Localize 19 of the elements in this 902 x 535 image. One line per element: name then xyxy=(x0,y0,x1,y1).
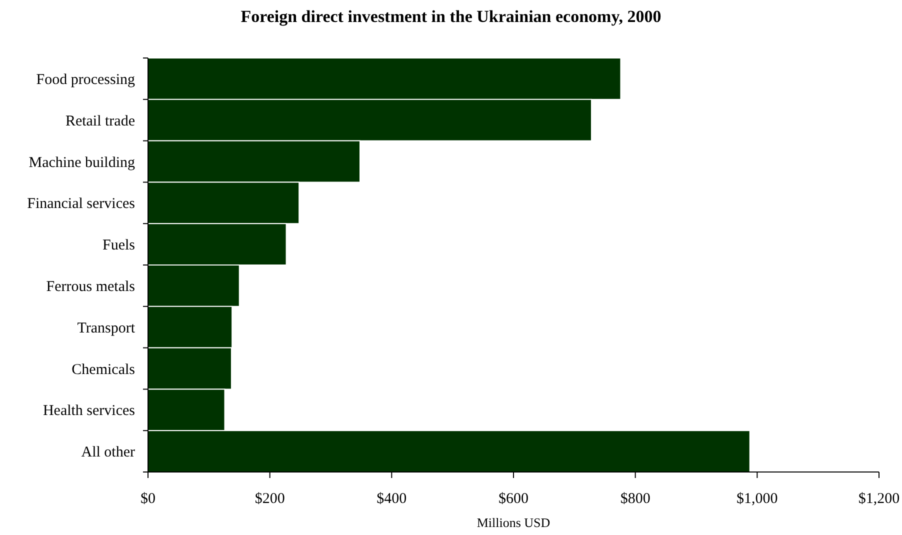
y-tick-label: Food processing xyxy=(36,72,136,88)
x-tick-label: $1,000 xyxy=(736,491,778,507)
x-tick-label: $600 xyxy=(498,491,528,507)
y-tick-label: Financial services xyxy=(27,196,136,212)
x-tick-label: $400 xyxy=(376,491,407,507)
y-tick-label: Chemicals xyxy=(72,362,136,378)
y-tick-label: Health services xyxy=(42,403,136,420)
x-tick-label: $200 xyxy=(254,491,285,507)
x-tick-label: $800 xyxy=(620,491,650,507)
y-tick-label: Ferrous metals xyxy=(46,278,136,295)
y-tick-label: Transport xyxy=(77,320,136,336)
x-tick-label: $1,200 xyxy=(858,491,900,507)
y-tick-label: All other xyxy=(81,444,135,461)
x-axis-title: Millions USD xyxy=(476,515,550,530)
y-tick-label: Fuels xyxy=(102,238,136,254)
chart-title: Foreign direct investment in the Ukrainian economy, 2000 xyxy=(240,7,662,26)
y-tick-label: Machine building xyxy=(28,154,136,171)
x-tick-label: $0 xyxy=(140,491,156,507)
y-tick-label: Retail trade xyxy=(65,113,136,130)
